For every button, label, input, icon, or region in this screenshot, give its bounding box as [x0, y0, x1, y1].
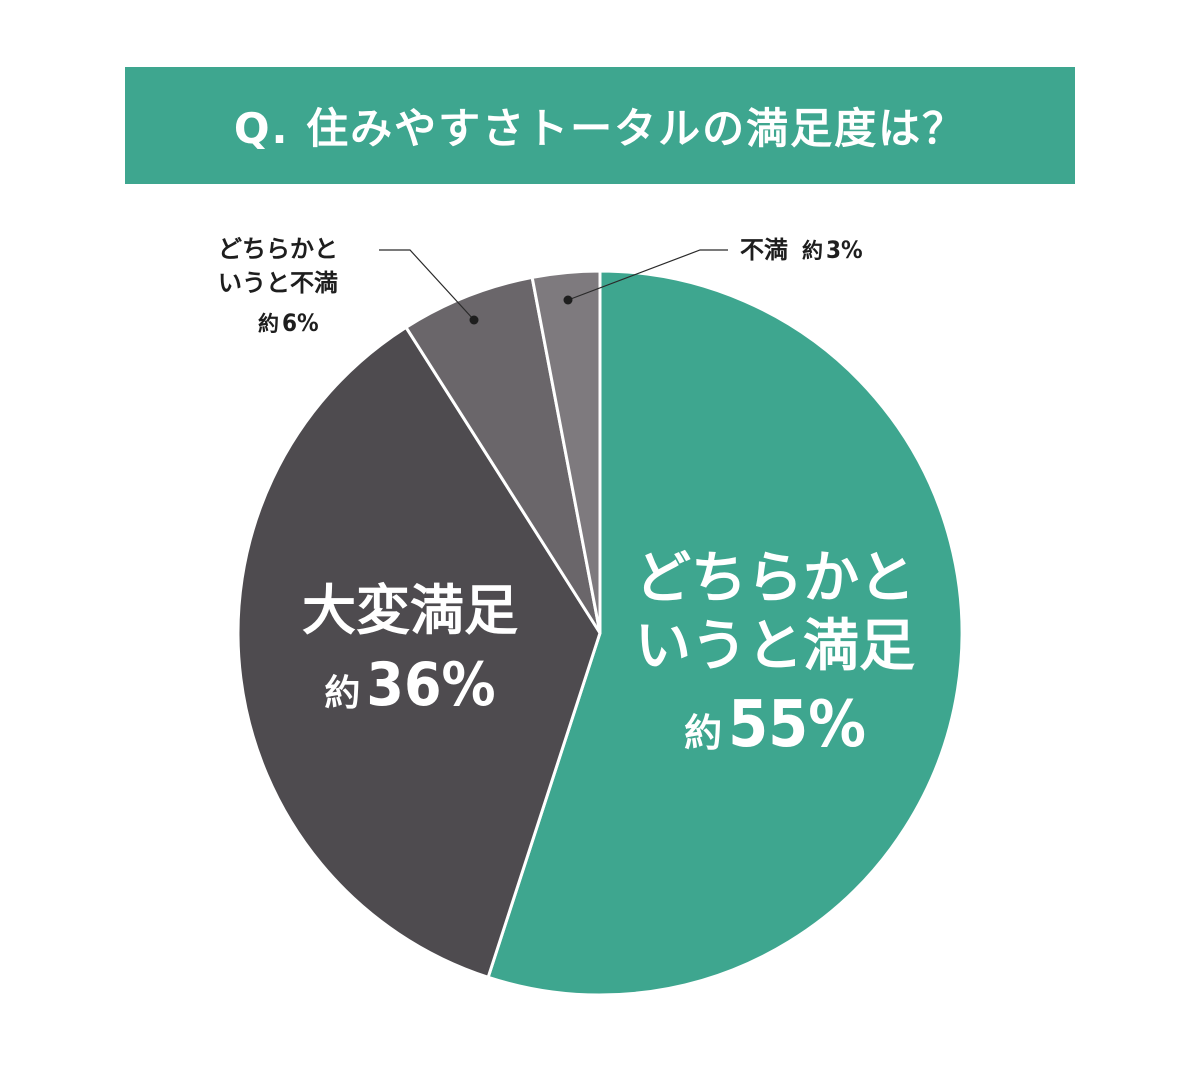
slice-value-prefix: 約	[324, 673, 361, 714]
slice-label-very-satisfied-line1: 大変満足	[302, 579, 518, 642]
slice-value-prefix: 約	[802, 239, 823, 263]
slice-value-satisfied-somewhat: 55%	[728, 688, 866, 762]
slice-label-dissatisfied-somewhat-line2: いうと不満	[218, 269, 338, 297]
chart-title: Q. 住みやすさトータルの満足度は？	[233, 104, 967, 153]
pie-slice-dissatisfied-somewhat	[404, 275, 602, 635]
leader-dot-dissatisfied	[563, 295, 573, 305]
slice-value-very-satisfied: 36%	[366, 650, 496, 720]
slice-label-dissatisfied-somewhat-line1: どちらかと	[218, 235, 338, 263]
leader-line-dissatisfied	[567, 249, 728, 301]
slice-value-dissatisfied-somewhat: 6%	[282, 309, 319, 337]
pie-slice-very-satisfied	[236, 325, 602, 979]
slice-label-satisfied-somewhat: どちらかと いうと満足 約55%	[600, 545, 950, 777]
leader-line-dissatisfied-somewhat	[379, 249, 475, 321]
slice-label-dissatisfied-line1: 不満	[740, 236, 788, 264]
slice-label-dissatisfied: 不満約 3%	[740, 233, 940, 268]
pie-slice-dissatisfied	[530, 269, 602, 635]
slice-label-dissatisfied-somewhat: どちらかと いうと不満 約 6%	[218, 232, 378, 341]
slice-value-prefix: 約	[684, 711, 723, 755]
slice-label-satisfied-somewhat-line2: いうと満足	[635, 614, 915, 679]
title-banner: Q. 住みやすさトータルの満足度は？	[125, 67, 1075, 184]
pie-slice-satisfied-somewhat	[486, 269, 964, 997]
slice-value-dissatisfied: 3%	[826, 236, 863, 264]
slice-label-satisfied-somewhat-line1: どちらかと	[635, 546, 915, 611]
slice-label-very-satisfied: 大変満足 約 36%	[265, 578, 555, 735]
leader-dot-dissatisfied-somewhat	[469, 315, 479, 325]
slice-value-prefix: 約	[258, 312, 279, 336]
